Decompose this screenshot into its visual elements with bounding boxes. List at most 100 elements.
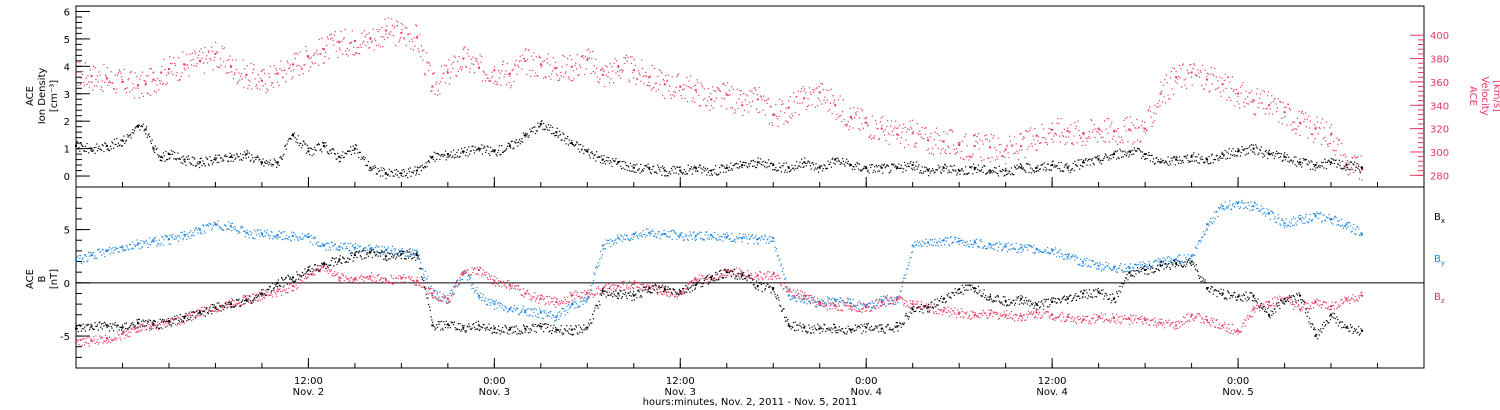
by-point — [1151, 266, 1153, 269]
velocity-point — [975, 140, 977, 142]
velocity-point — [1181, 64, 1184, 66]
density-point — [1100, 163, 1102, 165]
density-point — [530, 131, 532, 133]
velocity-point — [1151, 125, 1153, 127]
velocity-point — [1186, 69, 1189, 72]
by-point — [1023, 245, 1025, 247]
density-point — [96, 150, 99, 152]
velocity-point — [473, 72, 476, 74]
density-point — [703, 170, 705, 172]
by-point — [1124, 271, 1127, 273]
by-point — [216, 223, 218, 225]
velocity-point — [315, 51, 317, 54]
density-point — [692, 168, 694, 170]
velocity-point — [1108, 117, 1110, 119]
by-point — [1012, 247, 1014, 250]
by-point — [1198, 240, 1200, 242]
density-point — [329, 150, 331, 152]
by-point — [936, 241, 938, 243]
velocity-point — [978, 148, 980, 150]
velocity-point — [787, 121, 789, 124]
density-point — [437, 152, 439, 155]
density-point — [176, 157, 178, 160]
density-point — [726, 164, 728, 166]
velocity-point — [669, 85, 671, 87]
density-point — [322, 144, 325, 147]
velocity-point — [797, 90, 799, 92]
density-point — [745, 162, 747, 164]
by-point — [154, 236, 156, 239]
density-point — [481, 153, 484, 155]
by-point — [608, 240, 610, 242]
by-point — [1169, 260, 1172, 262]
by-point — [137, 243, 140, 245]
velocity-point — [1013, 136, 1016, 138]
density-point — [876, 166, 878, 168]
velocity-point — [391, 18, 393, 20]
density-point — [141, 125, 144, 128]
by-point — [952, 241, 955, 243]
by-point — [886, 294, 889, 297]
velocity-point — [354, 54, 356, 56]
velocity-point — [840, 115, 842, 117]
velocity-point — [800, 91, 802, 93]
by-point — [120, 246, 122, 249]
velocity-point — [802, 86, 804, 88]
density-point — [1260, 146, 1262, 148]
density-point — [1321, 165, 1324, 167]
density-point — [942, 166, 945, 169]
density-point — [690, 166, 693, 168]
velocity-point — [904, 126, 906, 128]
by-point — [760, 239, 762, 241]
density-point — [1251, 144, 1253, 146]
velocity-point — [323, 62, 325, 64]
velocity-point — [508, 81, 510, 84]
velocity-point — [1257, 106, 1259, 109]
by-point — [261, 234, 263, 236]
by-point — [224, 224, 226, 227]
by-point — [899, 295, 901, 297]
density-point — [1008, 172, 1010, 174]
velocity-point — [121, 79, 124, 81]
by-point — [1055, 256, 1057, 258]
by-point — [906, 268, 908, 270]
density-point — [281, 158, 283, 160]
velocity-point — [665, 80, 668, 82]
density-point — [457, 149, 459, 151]
velocity-point — [258, 81, 260, 83]
density-point — [1087, 159, 1090, 161]
density-point — [772, 163, 775, 165]
density-point — [1052, 160, 1054, 162]
density-point — [397, 170, 399, 172]
velocity-point — [927, 139, 930, 142]
velocity-point — [860, 108, 862, 110]
density-point — [781, 165, 783, 167]
velocity-point — [124, 88, 126, 90]
by-point — [1111, 269, 1113, 271]
velocity-point — [268, 73, 270, 75]
density-point — [756, 161, 759, 164]
velocity-point — [987, 157, 989, 159]
density-point — [492, 149, 494, 151]
density-point — [174, 151, 176, 154]
by-point — [431, 295, 433, 297]
density-point — [686, 173, 688, 175]
by-point — [178, 235, 181, 237]
density-point — [823, 164, 825, 166]
by-point — [395, 252, 398, 254]
by-point — [727, 235, 730, 237]
velocity-point — [1153, 112, 1155, 114]
velocity-point — [637, 78, 639, 81]
density-point — [335, 158, 337, 160]
density-point — [628, 166, 630, 168]
by-point — [254, 238, 256, 240]
density-point — [641, 170, 643, 173]
by-point — [265, 231, 267, 234]
density-point — [526, 133, 529, 135]
by-point — [698, 231, 701, 233]
by-point — [812, 302, 814, 304]
density-point — [144, 129, 146, 131]
velocity-point — [1278, 121, 1280, 123]
density-point — [763, 160, 765, 162]
density-point — [719, 167, 721, 169]
